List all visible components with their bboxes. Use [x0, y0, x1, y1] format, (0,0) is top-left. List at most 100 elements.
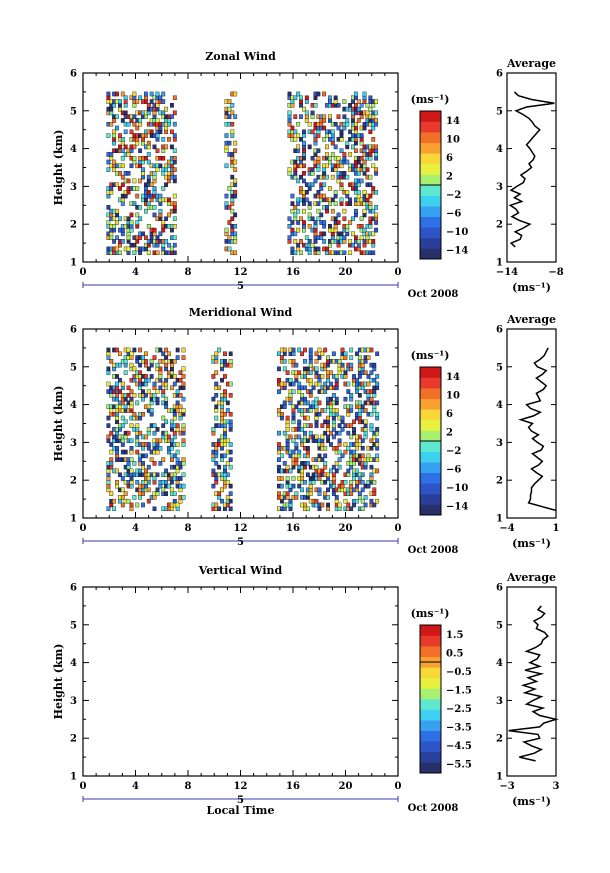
heatmap-cell [141, 461, 145, 466]
heatmap-cell [214, 446, 219, 451]
heatmap-cell [277, 351, 281, 357]
heatmap-cell [172, 434, 177, 440]
heatmap-cell [120, 163, 125, 169]
heatmap-cell [181, 366, 186, 372]
heatmap-cell [175, 457, 180, 462]
heatmap-cell [172, 415, 177, 421]
colorbar-swatch [420, 483, 441, 495]
heatmap-cell [146, 487, 151, 493]
heatmap-cell [330, 129, 335, 135]
heatmap-cell [214, 370, 219, 375]
day-label: 5 [237, 795, 244, 806]
heatmap-cell [167, 212, 171, 218]
x-tick-label: 12 [234, 523, 248, 534]
heatmap-cell [374, 99, 379, 104]
x-axis-label: Local Time [207, 804, 275, 817]
average-title: Average [506, 57, 556, 70]
heatmap-cells [106, 347, 380, 512]
heatmap-cell [322, 137, 327, 142]
heatmap-cell [303, 464, 307, 470]
heatmap-cell [146, 103, 151, 108]
heatmap-cell [277, 377, 281, 383]
heatmap-cell [120, 91, 125, 97]
heatmap-cell [308, 347, 313, 353]
heatmap-cell [333, 227, 338, 233]
heatmap-cell [365, 167, 370, 172]
heatmap-cell [310, 182, 315, 187]
heatmap-cell [161, 220, 166, 225]
heatmap-cell [319, 121, 324, 127]
heatmap-cell [365, 235, 370, 240]
heatmap-cell [109, 442, 114, 447]
heatmap-cell [327, 224, 332, 229]
heatmap-cell [106, 487, 111, 493]
heatmap-cell [343, 355, 348, 360]
heatmap-cell [313, 227, 318, 233]
heatmap-cell [368, 220, 373, 225]
heatmap-cell [320, 502, 325, 508]
heatmap-cell [126, 246, 131, 252]
heatmap-cell [155, 103, 160, 108]
heatmap-cell [317, 347, 322, 353]
heatmap-cell [288, 393, 293, 398]
heatmap-cell [349, 491, 354, 496]
heatmap-cell [287, 121, 292, 127]
heatmap-cell [217, 491, 222, 496]
colorbar-swatch [420, 237, 441, 249]
heatmap-cell [135, 502, 140, 508]
heatmap-cell [345, 144, 350, 150]
heatmap-cell [120, 438, 125, 443]
heatmap-cell [223, 476, 227, 481]
heatmap-cell [155, 491, 160, 496]
heatmap-cell [356, 242, 361, 248]
heatmap-cell [293, 205, 298, 210]
colorbar-swatch [420, 174, 441, 186]
heatmap-cell [316, 250, 321, 256]
heatmap-cell [352, 476, 356, 481]
heatmap-cell [120, 182, 125, 187]
heatmap-cell [369, 464, 374, 470]
x-tick-label: 0 [80, 781, 87, 792]
heatmap-cell [228, 359, 233, 364]
heatmap-cell [357, 400, 362, 406]
heatmap-cell [143, 374, 148, 379]
heatmap-cell [227, 186, 232, 191]
heatmap-cell [343, 374, 348, 379]
heatmap-cell [355, 468, 359, 474]
heatmap-cell [223, 434, 227, 440]
heatmap-cell [169, 129, 174, 135]
average-frame [506, 586, 557, 777]
heatmap-cell [355, 438, 359, 443]
heatmap-cell [369, 396, 374, 402]
heatmap-cell [340, 419, 345, 425]
heatmap-cell [322, 220, 327, 225]
heatmap-cell [305, 472, 310, 477]
heatmap-cell [303, 374, 307, 379]
heatmap-cell [172, 95, 177, 101]
heatmap-cell [152, 171, 157, 176]
heatmap-cell [360, 498, 365, 504]
heatmap-cell [224, 144, 229, 150]
heatmap-cell [293, 212, 298, 218]
heatmap-cell [308, 430, 313, 436]
heatmap-cell [181, 423, 186, 428]
heatmap-cell [339, 129, 344, 135]
colorbar-swatch [420, 195, 441, 207]
heatmap-cell [152, 212, 157, 218]
heatmap-cell [299, 174, 303, 180]
colorbar-swatch [420, 688, 441, 700]
heatmap-cell [372, 362, 377, 368]
heatmap-cell [363, 427, 368, 432]
heatmap-cell [357, 495, 362, 500]
heatmap-cell [228, 419, 233, 425]
heatmap-cell [339, 133, 344, 138]
heatmap-cell [109, 190, 114, 195]
heatmap-cell [225, 472, 230, 477]
heatmap-cell [371, 186, 376, 191]
heatmap-cell [112, 137, 117, 142]
heatmap-cell [227, 235, 232, 240]
heatmap-cell [290, 125, 295, 131]
heatmap-cell [118, 362, 122, 368]
heatmap-cell [342, 114, 347, 119]
heatmap-cell [291, 359, 296, 364]
